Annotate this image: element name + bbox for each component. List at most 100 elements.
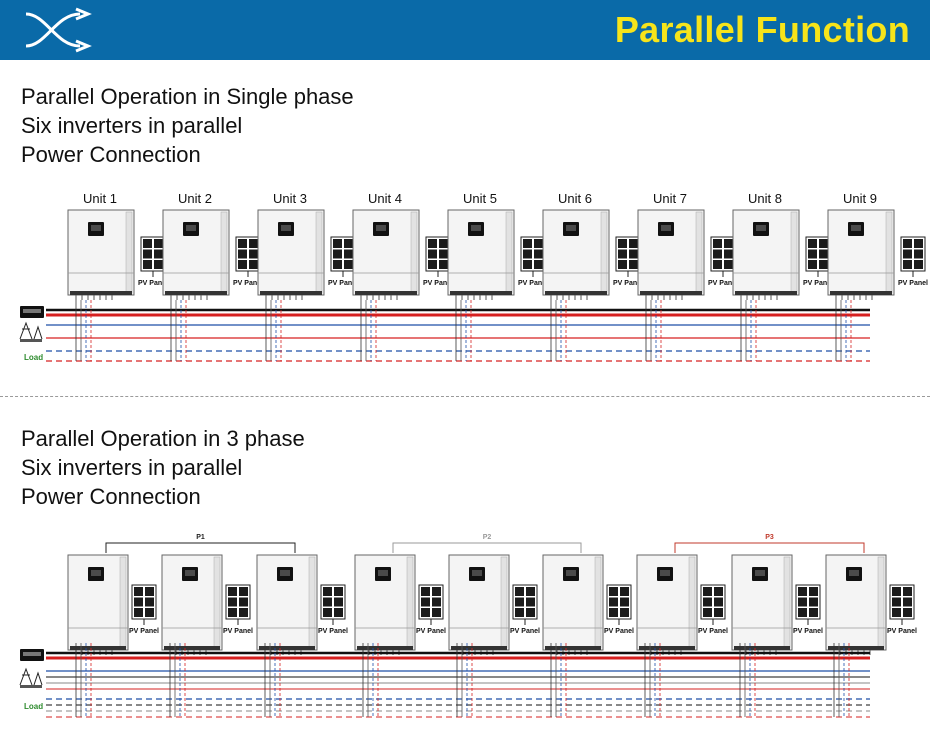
load-label: Load xyxy=(24,702,43,711)
inverter-unit xyxy=(448,554,510,655)
pv-cell xyxy=(523,260,532,269)
pv-cell xyxy=(334,608,343,617)
battery-icon xyxy=(20,306,44,318)
pv-cell xyxy=(798,608,807,617)
load-label: Load xyxy=(24,353,43,362)
pv-cell xyxy=(344,239,353,248)
phase-group-bracket xyxy=(674,542,865,553)
pv-cell xyxy=(914,239,923,248)
display-screen xyxy=(91,225,101,231)
pv-cell xyxy=(143,239,152,248)
pv-cell xyxy=(903,249,912,259)
inverter-side-panel xyxy=(877,556,885,649)
pv-panel-label: PV Panel xyxy=(138,280,168,287)
utility-tower xyxy=(19,667,43,686)
pv-cell xyxy=(903,608,912,617)
pv-cell xyxy=(892,597,901,607)
pv-cell xyxy=(238,239,247,248)
pv-cell xyxy=(428,260,437,269)
inverter-base xyxy=(639,646,695,650)
pv-cell xyxy=(344,249,353,259)
pv-cell xyxy=(134,587,143,596)
pv-cell xyxy=(609,587,618,596)
utility-grid-icon xyxy=(19,667,43,688)
pv-cell xyxy=(428,249,437,259)
inverter-side-panel xyxy=(594,556,602,649)
inverter-base xyxy=(735,291,797,295)
page-title: Parallel Function xyxy=(614,9,910,50)
pv-cell xyxy=(819,239,828,248)
inverter-unit xyxy=(542,209,610,300)
inverter-side-panel xyxy=(315,211,323,294)
pv-cell xyxy=(432,597,441,607)
inverter-base xyxy=(357,646,413,650)
pv-cell xyxy=(703,597,712,607)
pv-cell xyxy=(809,597,818,607)
pv-panel-label: PV Panel xyxy=(887,628,917,635)
pv-cell xyxy=(620,608,629,617)
inverter-side-panel xyxy=(119,556,127,649)
heading-line: Parallel Operation in Single phase xyxy=(21,84,354,109)
phase-group-label: P1 xyxy=(196,534,205,541)
pv-cell xyxy=(515,587,524,596)
inverter-unit xyxy=(731,554,793,655)
pv-cell xyxy=(620,597,629,607)
phase-group-bracket xyxy=(392,542,582,553)
pv-cell xyxy=(903,587,912,596)
display-screen xyxy=(280,570,290,576)
pv-panel: PV Panel xyxy=(328,236,358,287)
inverter-unit xyxy=(257,209,325,300)
crossed-arrows-icon xyxy=(25,7,92,53)
pv-cell xyxy=(421,597,430,607)
pv-cell xyxy=(618,239,627,248)
pv-cell xyxy=(526,597,535,607)
pv-cell xyxy=(724,260,733,269)
inverter-side-panel xyxy=(220,211,228,294)
unit-label: Unit 5 xyxy=(463,191,497,206)
pv-cell xyxy=(238,249,247,259)
pv-cell xyxy=(323,608,332,617)
pv-cell xyxy=(249,260,258,269)
pv-cell xyxy=(523,239,532,248)
pv-cell xyxy=(333,260,342,269)
pv-panel-label: PV Panel xyxy=(898,280,928,287)
inverter-base xyxy=(164,646,220,650)
pv-panel: PV Panel xyxy=(318,584,348,635)
section-heading-single-phase: Parallel Operation in Single phase Six i… xyxy=(21,82,354,169)
inverter-base xyxy=(830,291,892,295)
pv-cell xyxy=(714,608,723,617)
display-screen xyxy=(281,225,291,231)
inverter-side-panel xyxy=(600,211,608,294)
pv-cell xyxy=(333,249,342,259)
pv-cell xyxy=(432,587,441,596)
display-screen xyxy=(755,570,765,576)
display-screen xyxy=(566,570,576,576)
pv-panel: PV Panel xyxy=(416,584,446,635)
single-phase-wiring-diagram: Unit 1 PV Panel Unit 2 PV Panel Unit 3 PV Pan… xyxy=(19,191,928,362)
display-screen xyxy=(756,225,766,231)
inverter-side-panel xyxy=(885,211,893,294)
battery-label xyxy=(23,309,41,313)
inverter-side-panel xyxy=(125,211,133,294)
pv-panel: PV Panel xyxy=(518,236,548,287)
pv-cell xyxy=(333,239,342,248)
pv-cell xyxy=(534,239,543,248)
inverter-side-panel xyxy=(410,211,418,294)
pv-cell xyxy=(892,587,901,596)
inverter-unit xyxy=(354,554,416,655)
pv-cell xyxy=(249,239,258,248)
inverter-base xyxy=(260,291,322,295)
inverter-unit xyxy=(256,554,318,655)
pv-cell xyxy=(903,239,912,248)
pv-cell xyxy=(618,249,627,259)
pv-cell xyxy=(421,608,430,617)
pv-cell xyxy=(819,249,828,259)
pv-cell xyxy=(534,260,543,269)
unit-label: Unit 3 xyxy=(273,191,307,206)
pv-panel: PV Panel xyxy=(233,236,263,287)
inverter-side-panel xyxy=(213,556,221,649)
pv-panel-label: PV Panel xyxy=(510,628,540,635)
pv-cell xyxy=(526,587,535,596)
pv-cell xyxy=(523,249,532,259)
pv-cell xyxy=(143,249,152,259)
